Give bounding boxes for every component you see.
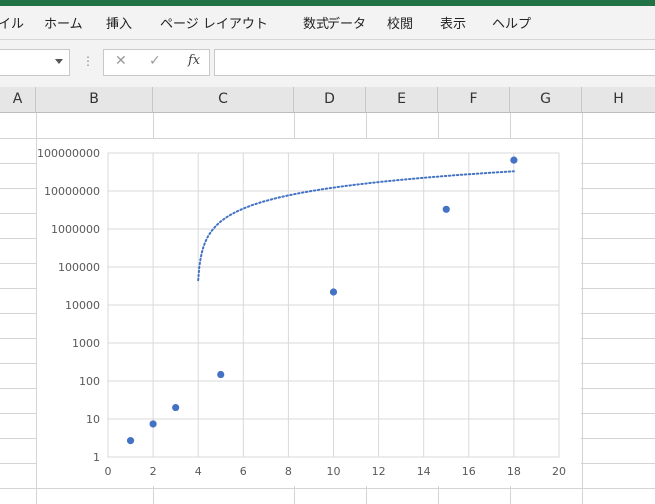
x-tick-label: 0 (105, 465, 112, 478)
gridline (0, 488, 655, 489)
cancel-icon[interactable]: ✕ (115, 53, 127, 69)
x-tick-label: 10 (327, 465, 341, 478)
y-tick-label: 10000000 (44, 185, 100, 198)
x-tick-label: 20 (552, 465, 566, 478)
x-tick-label: 18 (507, 465, 521, 478)
chart[interactable]: 0 2 4 6 8 10 12 14 16 18 20 1 10 100 1000 10000 100000 10… (37, 139, 581, 486)
x-tick-label: 12 (372, 465, 386, 478)
column-headers: A B C D E F G H (0, 87, 655, 113)
data-point (442, 205, 450, 213)
y-tick-label: 100000000 (37, 147, 100, 160)
x-tick-label: 16 (462, 465, 476, 478)
tab-view[interactable]: 表示 (440, 17, 467, 32)
y-tick-label: 1000000 (51, 223, 100, 236)
name-box[interactable] (0, 49, 70, 76)
tab-formulas[interactable]: 数式 (303, 17, 330, 32)
tab-page-layout[interactable]: ページ レイアウト (160, 17, 268, 32)
column-header-g[interactable]: G (510, 87, 582, 112)
more-icon[interactable]: ⋮ (82, 54, 94, 68)
x-tick-label: 6 (240, 465, 247, 478)
data-point (172, 403, 180, 412)
scatter-chart: 0 2 4 6 8 10 12 14 16 18 20 1 10 100 1000 10000 100000 10… (37, 147, 566, 478)
formula-input[interactable] (214, 49, 655, 76)
tab-data[interactable]: データ (327, 17, 367, 32)
ribbon-divider (0, 39, 655, 40)
tab-home[interactable]: ホーム (44, 17, 83, 32)
data-point (510, 156, 518, 164)
formula-bar: ⋮ ✕ ✓ fx (0, 40, 655, 87)
data-point (126, 437, 135, 445)
data-point (217, 370, 225, 379)
gridline (582, 113, 583, 504)
x-tick-label: 4 (195, 465, 202, 478)
y-tick-label: 100 (79, 375, 100, 388)
x-tick-label: 2 (150, 465, 157, 478)
column-header-a[interactable]: A (0, 87, 36, 112)
column-header-f[interactable]: F (438, 87, 510, 112)
data-point (149, 420, 157, 428)
chevron-down-icon[interactable] (55, 59, 63, 64)
ribbon: イル ホーム 挿入 ページ レイアウト 数式 データ 校閲 表示 ヘルプ (0, 0, 655, 40)
y-tick-label: 10000 (65, 299, 100, 312)
column-header-h[interactable]: H (613, 91, 624, 107)
column-header-b[interactable]: B (36, 87, 153, 112)
x-tick-label: 14 (417, 465, 431, 478)
y-tick-label: 100000 (58, 261, 100, 274)
y-tick-label: 1000 (72, 337, 100, 350)
check-icon[interactable]: ✓ (149, 53, 161, 69)
y-tick-label: 10 (86, 413, 100, 426)
x-tick-label: 8 (285, 465, 292, 478)
gridline (36, 113, 37, 504)
y-tick-label: 1 (93, 451, 100, 464)
tab-help[interactable]: ヘルプ (492, 17, 532, 32)
formula-buttons: ✕ ✓ fx (103, 49, 210, 76)
column-header-e[interactable]: E (366, 87, 438, 112)
trendline (197, 170, 515, 282)
gridline (0, 138, 655, 139)
data-point (329, 288, 338, 296)
column-header-c[interactable]: C (153, 87, 294, 112)
tab-review[interactable]: 校閲 (387, 17, 414, 32)
column-header-d[interactable]: D (294, 87, 366, 112)
tab-file[interactable]: イル (0, 17, 25, 32)
tab-insert[interactable]: 挿入 (106, 17, 133, 32)
title-bar-strip (0, 0, 655, 6)
insert-function-icon[interactable]: fx (188, 53, 201, 68)
